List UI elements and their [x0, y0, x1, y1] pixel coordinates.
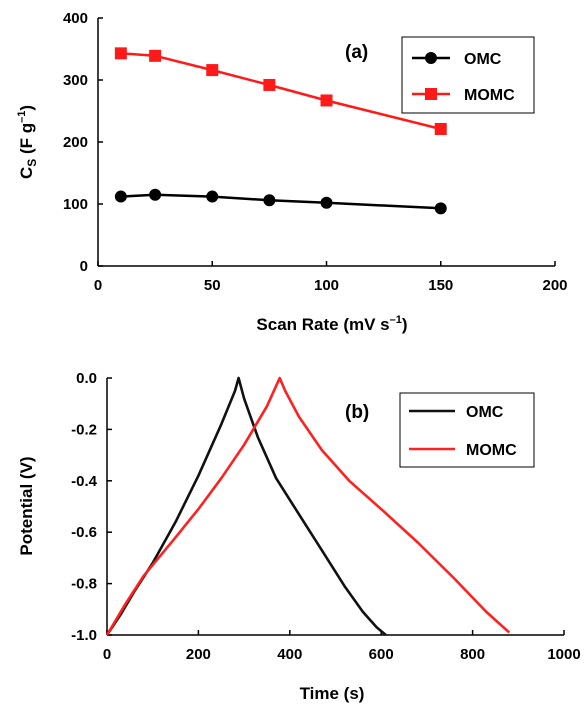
legend-label-omc: OMC	[464, 51, 502, 68]
x-tick-label-a-2: 100	[314, 277, 339, 294]
x-tick-label-b-1: 200	[186, 646, 211, 663]
x-tick-label-b-5: 1000	[547, 646, 580, 663]
x-axis-title-a: Scan Rate (mV s–1)	[256, 314, 407, 334]
legend-b: OMC MOMC	[399, 392, 535, 468]
y-axis-title-b: Potential (V)	[17, 456, 36, 555]
legend-marker-momc	[425, 88, 437, 100]
x-tick-label-b-0: 0	[103, 646, 111, 663]
legend-label-momc: MOMC	[464, 87, 515, 104]
data-point-omc-2	[206, 190, 219, 203]
y-tick-label-b-3: -0.6	[71, 524, 97, 541]
legend-marker-omc	[425, 52, 437, 64]
y-tick-label-b-4: -0.8	[71, 576, 97, 593]
y-tick-label-a-0: 0	[80, 258, 88, 275]
x-ticks-a: 0 50 100 150 200	[94, 261, 568, 294]
x-tick-label-a-3: 150	[428, 277, 453, 294]
legend-label-omc-b: OMC	[466, 404, 504, 421]
y-tick-label-b-0: 0.0	[76, 370, 97, 387]
panel-label-b: (b)	[345, 402, 369, 423]
series-line-a-omc	[120, 193, 441, 210]
y-tick-label-b-1: -0.2	[71, 421, 97, 438]
x-tick-label-a-1: 50	[204, 277, 221, 294]
y-axis-title-a: CS (F g–1)	[16, 105, 39, 179]
x-tick-label-b-4: 800	[460, 646, 485, 663]
data-point-momc-2	[206, 64, 219, 77]
series-a	[114, 47, 447, 215]
y-ticks-a: 0 100 200 300 400	[63, 10, 103, 275]
series-b	[105, 376, 511, 636]
y-tick-label-a-1: 100	[63, 196, 88, 213]
data-point-omc-3	[263, 194, 276, 207]
x-ticks-b: 0 200 400 600 800 1000	[103, 630, 581, 663]
data-point-omc-0	[114, 190, 127, 203]
legend-a: OMC MOMC	[401, 36, 535, 114]
y-tick-label-b-2: -0.4	[71, 473, 98, 490]
x-tick-label-b-3: 600	[369, 646, 394, 663]
data-point-momc-5	[434, 122, 447, 135]
y-ticks-b: 0.0 -0.2 -0.4 -0.6 -0.8 -1.0	[71, 370, 112, 644]
legend-box-b	[399, 392, 535, 468]
y-tick-label-a-2: 200	[63, 134, 88, 151]
y-tick-label-a-4: 400	[63, 10, 88, 27]
panel-label-a: (a)	[345, 42, 368, 63]
data-point-omc-4	[320, 196, 333, 209]
legend-box-a	[401, 36, 535, 114]
panel-b-potential-chart: 0 200 400 600 800 1000 0.0 -0.2 -0.4 -0.6 -0.8 -1.…	[17, 370, 581, 703]
data-point-momc-1	[149, 49, 162, 62]
data-point-omc-5	[434, 202, 447, 215]
y-tick-label-a-3: 300	[63, 72, 88, 89]
series-line-b-momc	[105, 376, 511, 636]
series-line-b-omc	[105, 376, 387, 636]
y-tick-label-b-5: -1.0	[71, 627, 97, 644]
data-point-omc-1	[149, 188, 162, 201]
x-tick-label-b-2: 400	[277, 646, 302, 663]
data-point-momc-0	[114, 47, 127, 60]
x-tick-label-a-4: 200	[542, 277, 567, 294]
data-point-momc-3	[263, 78, 276, 91]
legend-label-momc-b: MOMC	[466, 442, 517, 459]
series-line-a-momc	[120, 52, 442, 131]
x-tick-label-a-0: 0	[94, 277, 102, 294]
x-axis-title-b: Time (s)	[300, 684, 365, 703]
data-point-momc-4	[320, 94, 333, 107]
panel-a-capacitance-chart: 0 50 100 150 200 0 100 200 300 400 Scan Rate (mV…	[16, 10, 568, 334]
